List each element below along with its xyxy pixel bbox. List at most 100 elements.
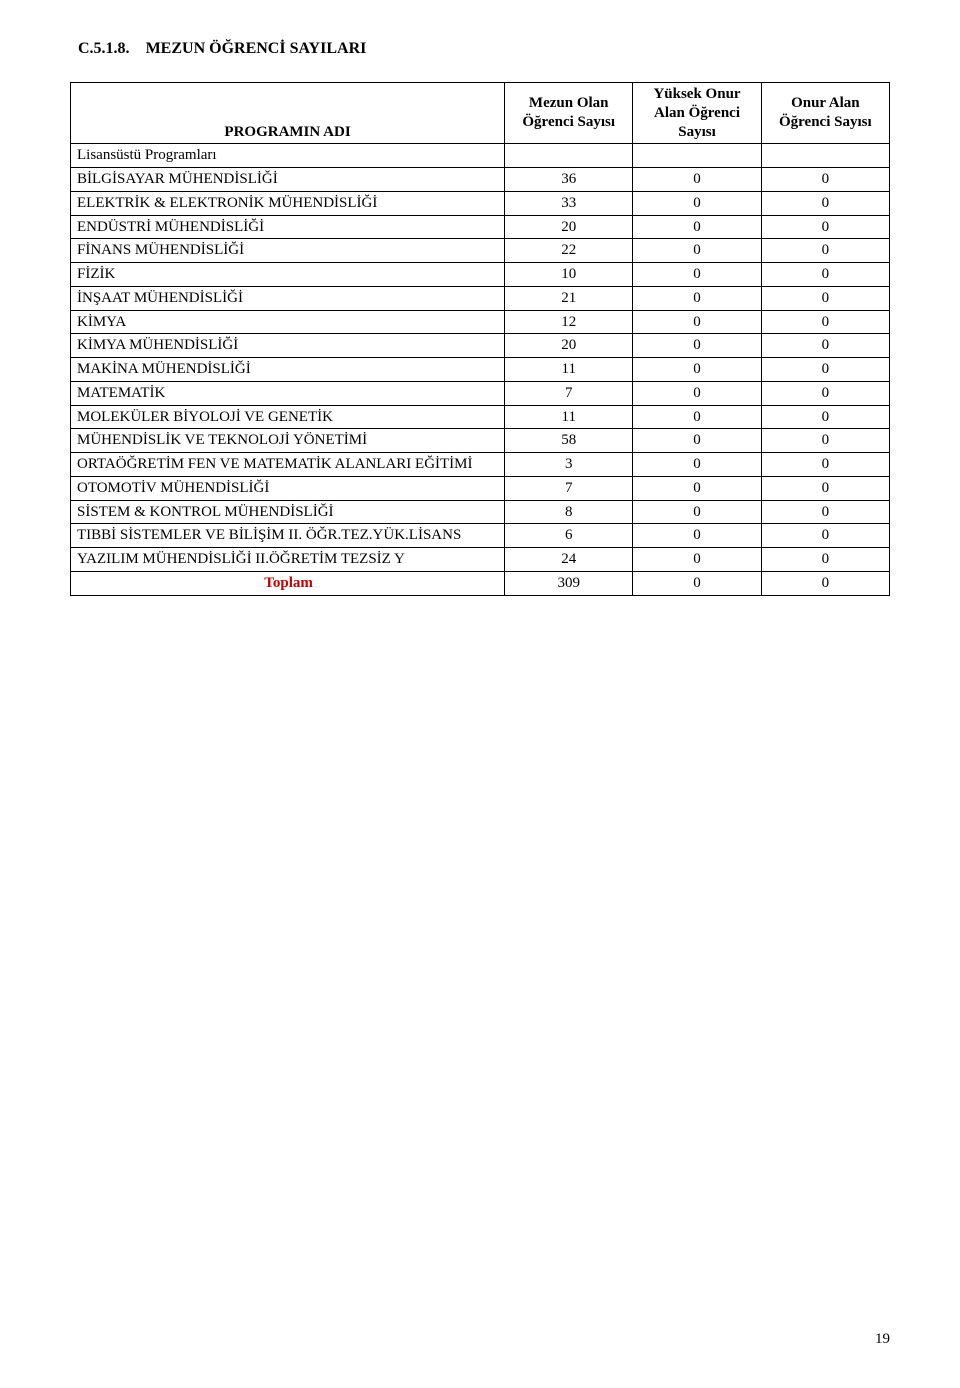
value-cell: 0 xyxy=(633,453,761,477)
value-cell: 0 xyxy=(761,429,889,453)
total-value-cell: 309 xyxy=(505,571,633,595)
program-name-cell: KİMYA MÜHENDİSLİĞİ xyxy=(71,334,505,358)
table-row: MÜHENDİSLİK VE TEKNOLOJİ YÖNETİMİ5800 xyxy=(71,429,890,453)
value-cell: 0 xyxy=(633,476,761,500)
program-name-cell: SİSTEM & KONTROL MÜHENDİSLİĞİ xyxy=(71,500,505,524)
program-name-cell: MATEMATİK xyxy=(71,381,505,405)
total-value-cell: 0 xyxy=(761,571,889,595)
program-name-cell: FİZİK xyxy=(71,263,505,287)
col-header-onur: Onur Alan Öğrenci Sayısı xyxy=(761,83,889,144)
value-cell: 7 xyxy=(505,476,633,500)
data-table: PROGRAMIN ADI Mezun Olan Öğrenci Sayısı … xyxy=(70,82,890,596)
program-name-cell: MÜHENDİSLİK VE TEKNOLOJİ YÖNETİMİ xyxy=(71,429,505,453)
section-heading: C.5.1.8. MEZUN ÖĞRENCİ SAYILARI xyxy=(78,40,890,58)
table-row: TIBBİ SİSTEMLER VE BİLİŞİM II. ÖĞR.TEZ.Y… xyxy=(71,524,890,548)
page-number: 19 xyxy=(875,1331,890,1348)
table-row: KİMYA1200 xyxy=(71,310,890,334)
table-row: MAKİNA MÜHENDİSLİĞİ1100 xyxy=(71,358,890,382)
value-cell: 0 xyxy=(633,191,761,215)
table-row: BİLGİSAYAR MÜHENDİSLİĞİ3600 xyxy=(71,168,890,192)
program-name-cell: BİLGİSAYAR MÜHENDİSLİĞİ xyxy=(71,168,505,192)
value-cell: 24 xyxy=(505,548,633,572)
subheader-empty xyxy=(505,144,633,168)
subheader-empty xyxy=(761,144,889,168)
table-row: OTOMOTİV MÜHENDİSLİĞİ700 xyxy=(71,476,890,500)
value-cell: 58 xyxy=(505,429,633,453)
value-cell: 0 xyxy=(761,381,889,405)
col-header-yuksek-onur: Yüksek Onur Alan Öğrenci Sayısı xyxy=(633,83,761,144)
value-cell: 36 xyxy=(505,168,633,192)
value-cell: 0 xyxy=(633,405,761,429)
value-cell: 11 xyxy=(505,405,633,429)
table-row: FİNANS MÜHENDİSLİĞİ2200 xyxy=(71,239,890,263)
value-cell: 20 xyxy=(505,215,633,239)
value-cell: 20 xyxy=(505,334,633,358)
value-cell: 33 xyxy=(505,191,633,215)
table-total-row: Toplam30900 xyxy=(71,571,890,595)
value-cell: 0 xyxy=(761,453,889,477)
value-cell: 0 xyxy=(761,168,889,192)
value-cell: 0 xyxy=(761,263,889,287)
program-name-cell: ORTAÖĞRETİM FEN VE MATEMATİK ALANLARI EĞ… xyxy=(71,453,505,477)
table-row: ORTAÖĞRETİM FEN VE MATEMATİK ALANLARI EĞ… xyxy=(71,453,890,477)
value-cell: 12 xyxy=(505,310,633,334)
value-cell: 0 xyxy=(633,500,761,524)
value-cell: 0 xyxy=(761,405,889,429)
value-cell: 22 xyxy=(505,239,633,263)
value-cell: 11 xyxy=(505,358,633,382)
table-row: İNŞAAT MÜHENDİSLİĞİ2100 xyxy=(71,286,890,310)
value-cell: 0 xyxy=(633,358,761,382)
table-row: ELEKTRİK & ELEKTRONİK MÜHENDİSLİĞİ3300 xyxy=(71,191,890,215)
col-header-mezun: Mezun Olan Öğrenci Sayısı xyxy=(505,83,633,144)
value-cell: 8 xyxy=(505,500,633,524)
value-cell: 0 xyxy=(761,476,889,500)
value-cell: 7 xyxy=(505,381,633,405)
value-cell: 0 xyxy=(761,548,889,572)
table-row: KİMYA MÜHENDİSLİĞİ2000 xyxy=(71,334,890,358)
subheader-cell: Lisansüstü Programları xyxy=(71,144,505,168)
value-cell: 6 xyxy=(505,524,633,548)
table-row: YAZILIM MÜHENDİSLİĞİ II.ÖĞRETİM TEZSİZ Y… xyxy=(71,548,890,572)
value-cell: 0 xyxy=(761,500,889,524)
program-name-cell: ENDÜSTRİ MÜHENDİSLİĞİ xyxy=(71,215,505,239)
value-cell: 0 xyxy=(761,191,889,215)
value-cell: 21 xyxy=(505,286,633,310)
value-cell: 0 xyxy=(633,215,761,239)
program-name-cell: MAKİNA MÜHENDİSLİĞİ xyxy=(71,358,505,382)
value-cell: 0 xyxy=(633,524,761,548)
value-cell: 0 xyxy=(633,334,761,358)
table-row: ENDÜSTRİ MÜHENDİSLİĞİ2000 xyxy=(71,215,890,239)
total-value-cell: 0 xyxy=(633,571,761,595)
value-cell: 0 xyxy=(633,286,761,310)
table-row: FİZİK1000 xyxy=(71,263,890,287)
value-cell: 10 xyxy=(505,263,633,287)
value-cell: 0 xyxy=(633,310,761,334)
value-cell: 0 xyxy=(633,263,761,287)
subheader-empty xyxy=(633,144,761,168)
value-cell: 0 xyxy=(633,429,761,453)
value-cell: 3 xyxy=(505,453,633,477)
value-cell: 0 xyxy=(761,239,889,263)
table-row: MOLEKÜLER BİYOLOJİ VE GENETİK1100 xyxy=(71,405,890,429)
value-cell: 0 xyxy=(761,524,889,548)
value-cell: 0 xyxy=(633,168,761,192)
value-cell: 0 xyxy=(761,215,889,239)
program-name-cell: YAZILIM MÜHENDİSLİĞİ II.ÖĞRETİM TEZSİZ Y xyxy=(71,548,505,572)
program-name-cell: İNŞAAT MÜHENDİSLİĞİ xyxy=(71,286,505,310)
value-cell: 0 xyxy=(761,286,889,310)
value-cell: 0 xyxy=(761,358,889,382)
program-name-cell: MOLEKÜLER BİYOLOJİ VE GENETİK xyxy=(71,405,505,429)
section-title: MEZUN ÖĞRENCİ SAYILARI xyxy=(146,40,367,57)
value-cell: 0 xyxy=(633,548,761,572)
program-name-cell: OTOMOTİV MÜHENDİSLİĞİ xyxy=(71,476,505,500)
section-number: C.5.1.8. xyxy=(78,40,130,57)
total-label-cell: Toplam xyxy=(71,571,505,595)
value-cell: 0 xyxy=(633,239,761,263)
value-cell: 0 xyxy=(761,334,889,358)
table-row: SİSTEM & KONTROL MÜHENDİSLİĞİ800 xyxy=(71,500,890,524)
value-cell: 0 xyxy=(761,310,889,334)
table-header-row: PROGRAMIN ADI Mezun Olan Öğrenci Sayısı … xyxy=(71,83,890,144)
program-name-cell: TIBBİ SİSTEMLER VE BİLİŞİM II. ÖĞR.TEZ.Y… xyxy=(71,524,505,548)
program-name-cell: ELEKTRİK & ELEKTRONİK MÜHENDİSLİĞİ xyxy=(71,191,505,215)
table-row: MATEMATİK700 xyxy=(71,381,890,405)
